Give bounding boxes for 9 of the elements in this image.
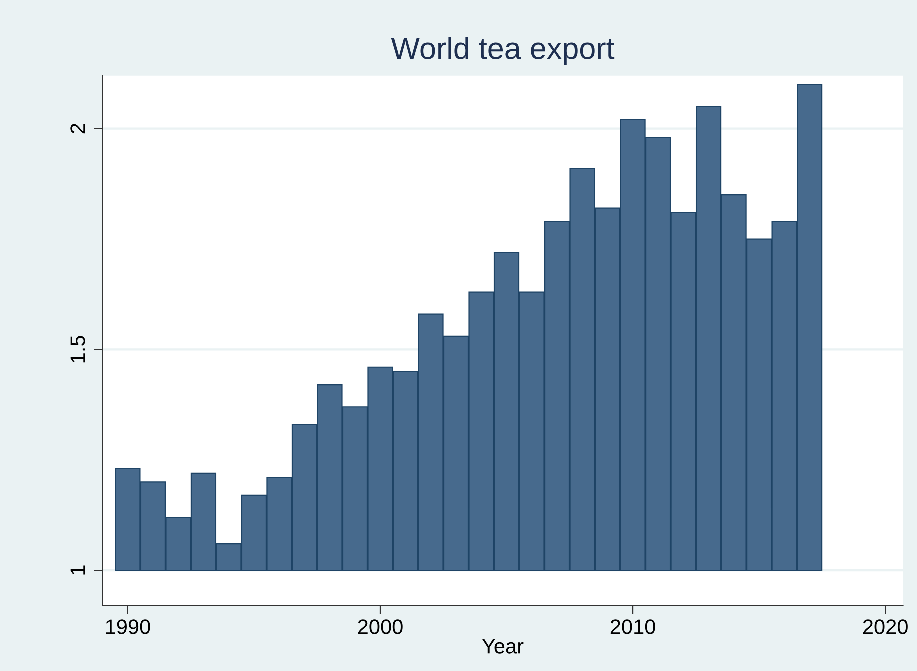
x-tick-label: 2020 bbox=[863, 620, 908, 634]
chart-title: World tea export bbox=[391, 37, 615, 66]
x-tick-label: 1990 bbox=[106, 620, 150, 634]
x-tick-label: 2010 bbox=[610, 620, 656, 634]
y-tick-label: 1.5 bbox=[70, 336, 86, 363]
x-axis-title: Year bbox=[482, 639, 524, 654]
x-tick-label: 2000 bbox=[358, 620, 403, 634]
y-tick-label: 2 bbox=[70, 124, 86, 134]
y-tick-label: 1 bbox=[70, 566, 86, 575]
